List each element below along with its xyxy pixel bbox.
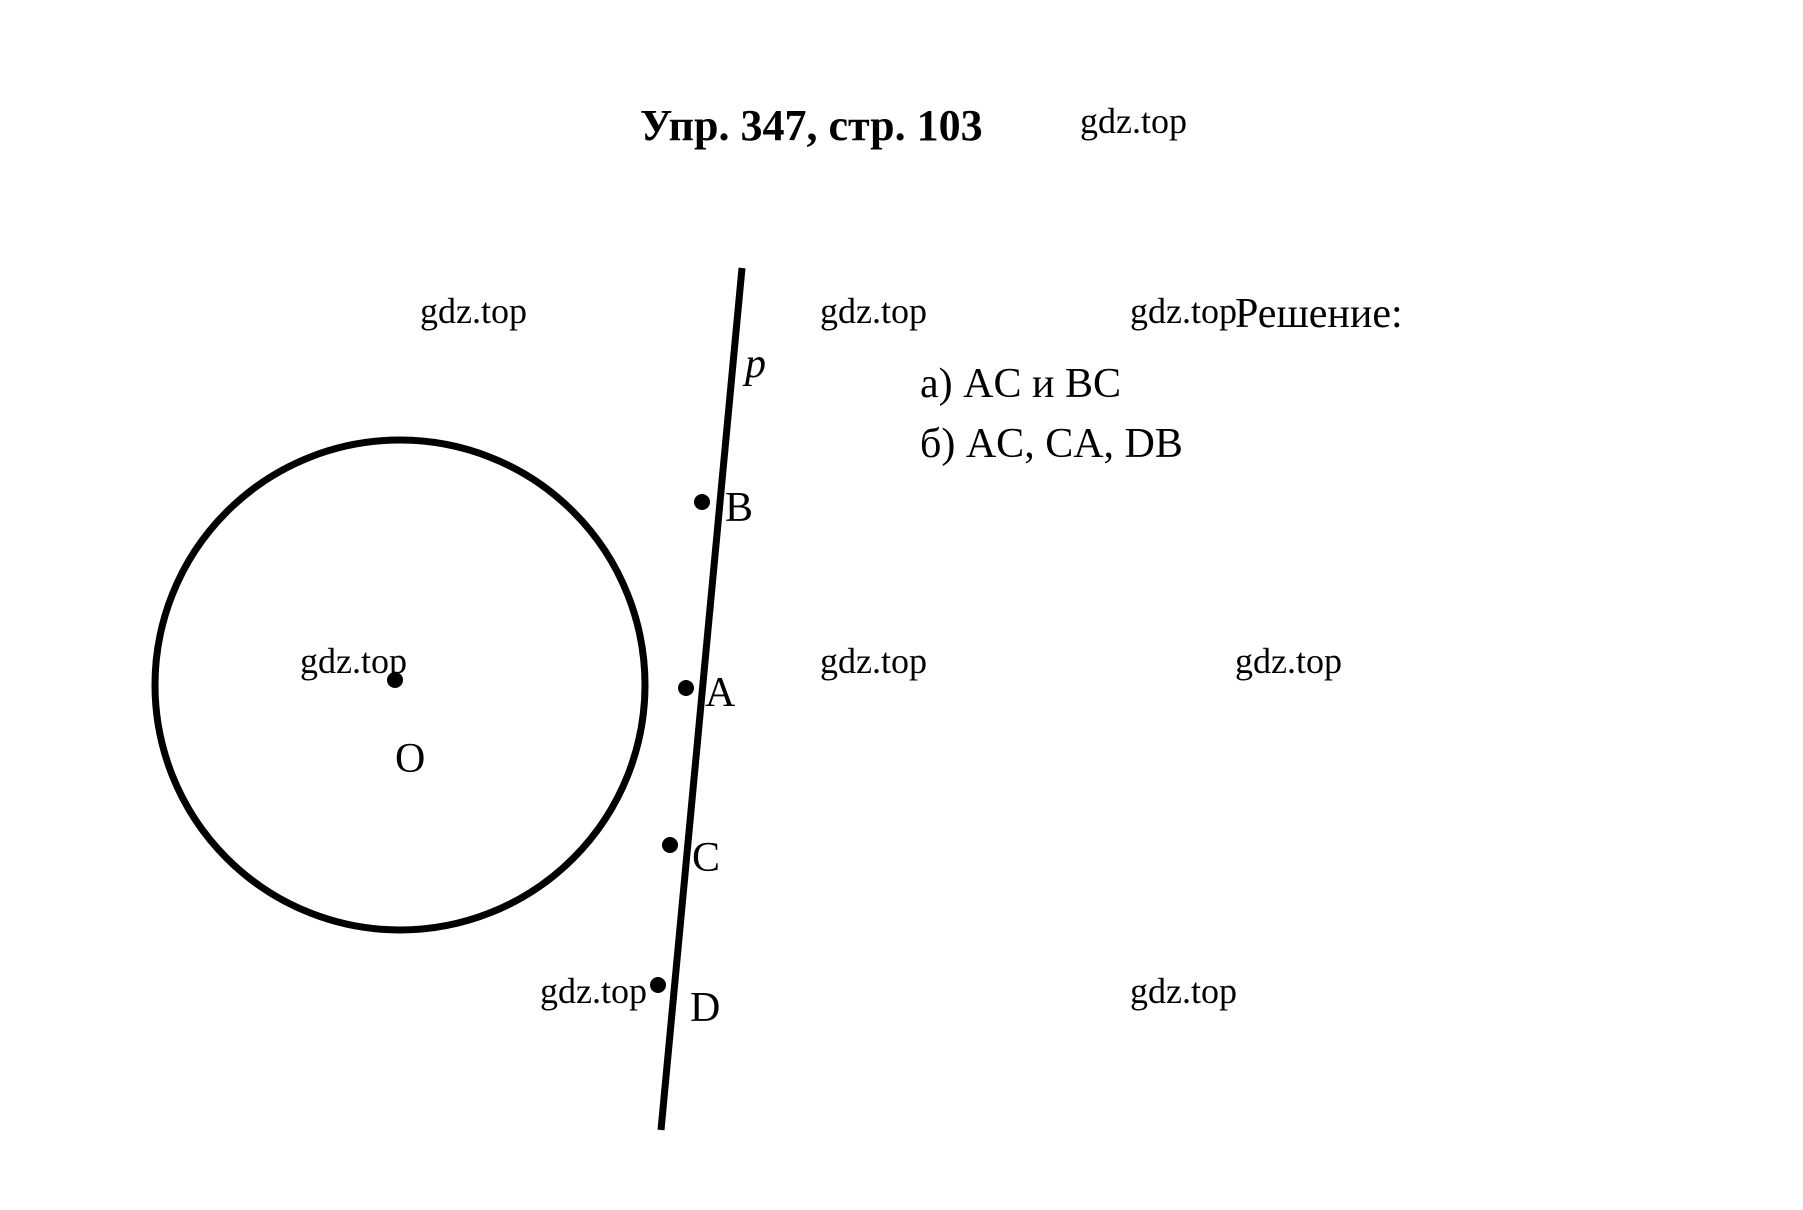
point-label-a: A <box>705 669 735 717</box>
point-label-b: B <box>725 484 753 532</box>
point-c-dot <box>662 837 678 853</box>
point-label-d: D <box>690 984 720 1032</box>
point-a-dot <box>678 680 694 696</box>
line-label-p: p <box>745 340 766 388</box>
point-label-c: C <box>692 834 720 882</box>
center-point-o <box>387 672 403 688</box>
center-label-o: O <box>395 735 425 783</box>
point-b-dot <box>694 494 710 510</box>
point-d-dot <box>650 977 666 993</box>
geometry-diagram <box>0 0 1803 1210</box>
